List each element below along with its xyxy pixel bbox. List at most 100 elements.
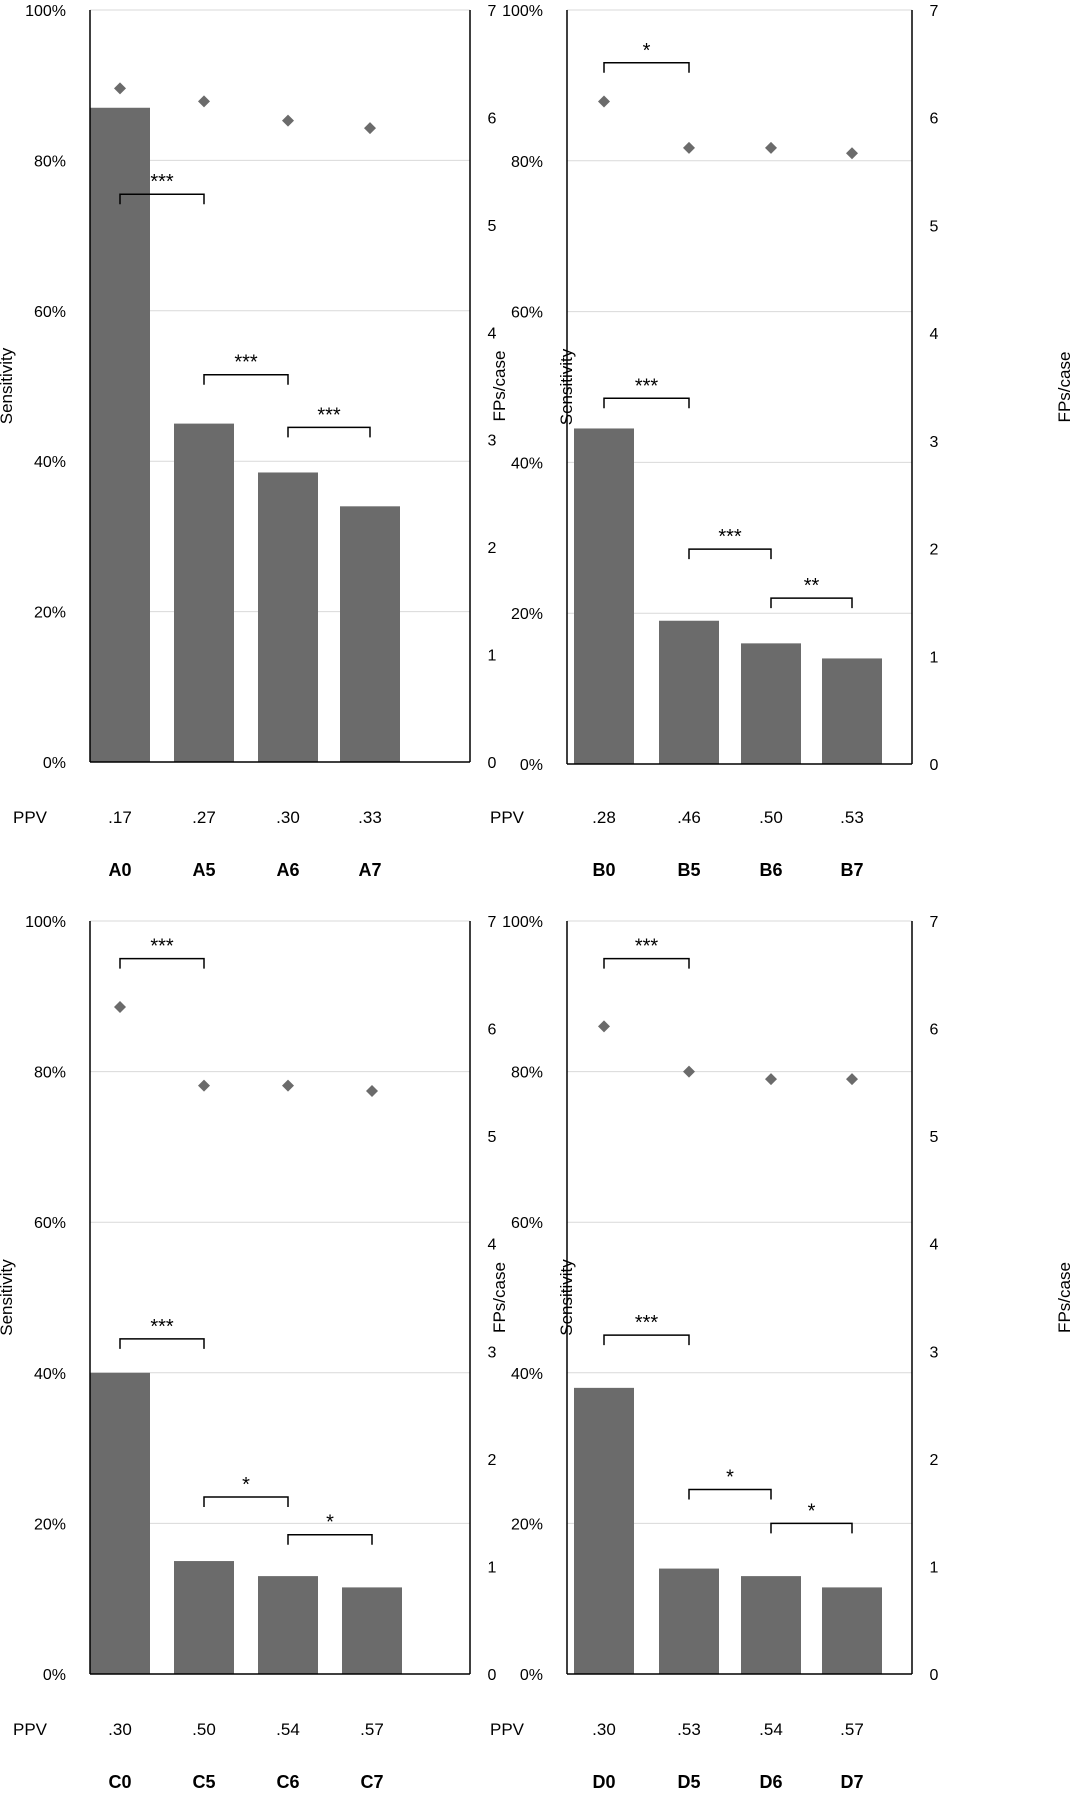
bar-c6 [258,1576,318,1674]
y-tick-label: 80% [34,1065,66,1082]
bar-a7 [340,506,400,762]
ppv-value: .50 [192,1720,216,1739]
significance-bracket [203,1496,289,1508]
ppv-value: .33 [358,808,382,827]
y-tick-label: 100% [25,914,66,931]
category-label: D7 [840,1772,863,1792]
bar-b5 [659,620,719,764]
fps-marker-d6 [765,1073,777,1086]
y-tick-label: 0% [520,1667,543,1684]
y-right-axis-title: FPs/case [490,351,509,422]
significance-label: * [726,1467,734,1489]
fps-marker-a0 [114,82,126,95]
fps-marker-b7 [846,147,858,160]
category-label: A0 [108,860,131,880]
y-tick-label: 20% [511,1516,543,1533]
category-label: B6 [759,860,782,880]
y-right-tick-label: 1 [488,1559,497,1576]
y-right-axis-title: FPs/case [1055,352,1074,423]
y-tick-label: 40% [511,455,543,472]
bar-d0 [574,1387,634,1674]
y-axis-title: Sensitivity [557,348,576,425]
significance-label: *** [234,352,258,374]
y-right-tick-label: 1 [488,648,497,665]
y-right-tick-label: 0 [930,757,939,774]
y-right-tick-label: 2 [488,540,497,557]
significance-bracket [287,1533,373,1545]
category-label: A5 [192,860,215,880]
y-tick-label: 100% [25,3,66,20]
y-tick-label: 60% [511,305,543,322]
y-right-tick-label: 4 [488,1237,497,1254]
ppv-value: .54 [759,1720,783,1739]
y-tick-label: 80% [511,1065,543,1082]
category-label: A7 [358,860,381,880]
significance-label: *** [150,1316,174,1338]
y-right-tick-label: 4 [930,1237,939,1254]
significance-label: * [643,40,651,62]
fps-marker-a6 [282,114,294,127]
y-tick-label: 80% [511,154,543,171]
fps-marker-d0 [598,1020,610,1033]
y-tick-label: 40% [511,1366,543,1383]
bar-c0 [90,1372,150,1674]
bar-b6 [741,643,801,764]
ppv-value: .30 [276,808,300,827]
y-tick-label: 40% [34,454,66,471]
ppv-label: PPV [490,1720,525,1739]
category-label: D5 [677,1772,700,1792]
category-label: B0 [592,860,615,880]
y-right-tick-label: 2 [930,1452,939,1469]
category-label: D6 [759,1772,782,1792]
y-axis-title: Sensitivity [0,1259,16,1336]
bar-b0 [574,428,634,764]
ppv-value: .30 [108,1720,132,1739]
significance-bracket [603,1334,690,1346]
bar-c5 [174,1561,234,1674]
bar-d6 [741,1576,801,1674]
significance-label: *** [635,375,659,397]
y-right-axis-title: FPs/case [490,1262,509,1333]
bar-d7 [822,1587,882,1674]
significance-label: *** [150,936,174,958]
y-tick-label: 60% [34,1215,66,1232]
fps-marker-c7 [366,1084,378,1097]
y-right-tick-label: 4 [488,325,497,342]
significance-label: *** [718,526,742,548]
significance-bracket [287,426,371,438]
y-axis-title: Sensitivity [557,1259,576,1336]
y-right-tick-label: 2 [488,1452,497,1469]
ppv-label: PPV [13,1720,48,1739]
y-tick-label: 60% [511,1215,543,1232]
fps-marker-c6 [282,1079,294,1092]
significance-label: *** [635,1312,659,1334]
ppv-value: .54 [276,1720,300,1739]
y-right-tick-label: 5 [488,1129,497,1146]
bar-a6 [258,472,318,762]
y-tick-label: 100% [502,914,543,931]
fps-marker-a5 [198,95,210,108]
y-right-tick-label: 2 [930,542,939,559]
y-right-tick-label: 5 [488,218,497,235]
y-right-tick-label: 3 [930,434,939,451]
ppv-value: .57 [840,1720,864,1739]
y-tick-label: 20% [34,605,66,622]
significance-label: *** [150,171,174,193]
y-right-tick-label: 5 [930,1129,939,1146]
significance-bracket [603,957,690,969]
significance-bracket [770,1522,853,1534]
ppv-value: .28 [592,808,616,827]
y-right-tick-label: 7 [488,3,497,20]
fps-marker-b6 [765,141,777,154]
significance-bracket [119,193,205,205]
ppv-value: .27 [192,808,216,827]
y-tick-label: 80% [34,153,66,170]
fps-marker-b5 [683,141,695,154]
ppv-value: .53 [677,1720,701,1739]
category-label: D0 [592,1772,615,1792]
